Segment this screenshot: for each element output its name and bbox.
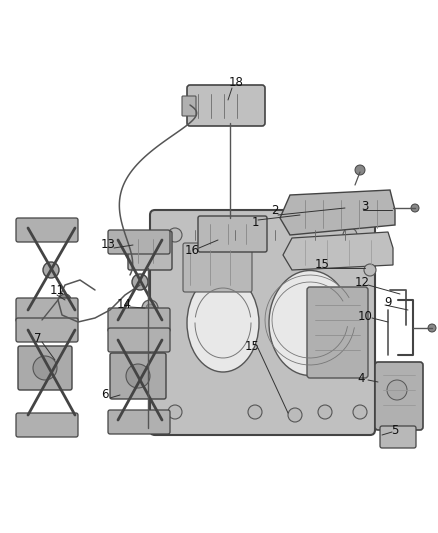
- Polygon shape: [283, 232, 393, 270]
- FancyBboxPatch shape: [198, 216, 267, 252]
- Text: 13: 13: [101, 238, 116, 252]
- FancyBboxPatch shape: [16, 298, 78, 322]
- Text: 6: 6: [101, 389, 109, 401]
- Circle shape: [43, 362, 59, 378]
- Circle shape: [318, 405, 332, 419]
- Text: 7: 7: [34, 332, 42, 344]
- Text: 5: 5: [391, 424, 399, 437]
- Polygon shape: [280, 190, 395, 235]
- Circle shape: [168, 228, 182, 242]
- Text: 1: 1: [251, 215, 259, 229]
- FancyBboxPatch shape: [16, 218, 78, 242]
- Text: 15: 15: [244, 341, 259, 353]
- Circle shape: [428, 324, 436, 332]
- Circle shape: [33, 356, 57, 380]
- Circle shape: [353, 405, 367, 419]
- Text: 14: 14: [117, 298, 131, 311]
- Text: 15: 15: [314, 259, 329, 271]
- FancyBboxPatch shape: [16, 318, 78, 342]
- Text: 12: 12: [354, 276, 370, 288]
- Text: 4: 4: [357, 372, 365, 384]
- FancyBboxPatch shape: [16, 413, 78, 437]
- Circle shape: [355, 165, 365, 175]
- FancyBboxPatch shape: [150, 210, 375, 435]
- Ellipse shape: [187, 274, 259, 372]
- Circle shape: [364, 264, 376, 276]
- FancyBboxPatch shape: [307, 287, 368, 378]
- FancyBboxPatch shape: [183, 243, 252, 292]
- Circle shape: [132, 374, 148, 390]
- FancyBboxPatch shape: [18, 346, 72, 390]
- Text: 9: 9: [384, 295, 392, 309]
- FancyBboxPatch shape: [108, 308, 170, 332]
- Text: 18: 18: [229, 76, 244, 88]
- Text: 16: 16: [184, 244, 199, 256]
- Text: 2: 2: [271, 204, 279, 216]
- Circle shape: [248, 405, 262, 419]
- Circle shape: [343, 228, 357, 242]
- FancyBboxPatch shape: [108, 410, 170, 434]
- Circle shape: [168, 405, 182, 419]
- Circle shape: [43, 262, 59, 278]
- Text: 10: 10: [357, 311, 372, 324]
- Text: 3: 3: [361, 200, 369, 214]
- Circle shape: [59, 294, 71, 306]
- Circle shape: [132, 274, 148, 290]
- FancyBboxPatch shape: [182, 96, 196, 116]
- Ellipse shape: [269, 271, 351, 376]
- Circle shape: [411, 204, 419, 212]
- Circle shape: [387, 380, 407, 400]
- FancyBboxPatch shape: [110, 353, 166, 399]
- FancyBboxPatch shape: [108, 230, 170, 254]
- Circle shape: [39, 317, 45, 323]
- Circle shape: [146, 304, 154, 312]
- FancyBboxPatch shape: [187, 85, 265, 126]
- Circle shape: [142, 300, 158, 316]
- Circle shape: [288, 408, 302, 422]
- FancyBboxPatch shape: [108, 328, 170, 352]
- FancyBboxPatch shape: [375, 362, 423, 430]
- FancyBboxPatch shape: [380, 426, 416, 448]
- FancyBboxPatch shape: [128, 231, 172, 270]
- Circle shape: [126, 364, 150, 388]
- Text: 11: 11: [49, 284, 64, 296]
